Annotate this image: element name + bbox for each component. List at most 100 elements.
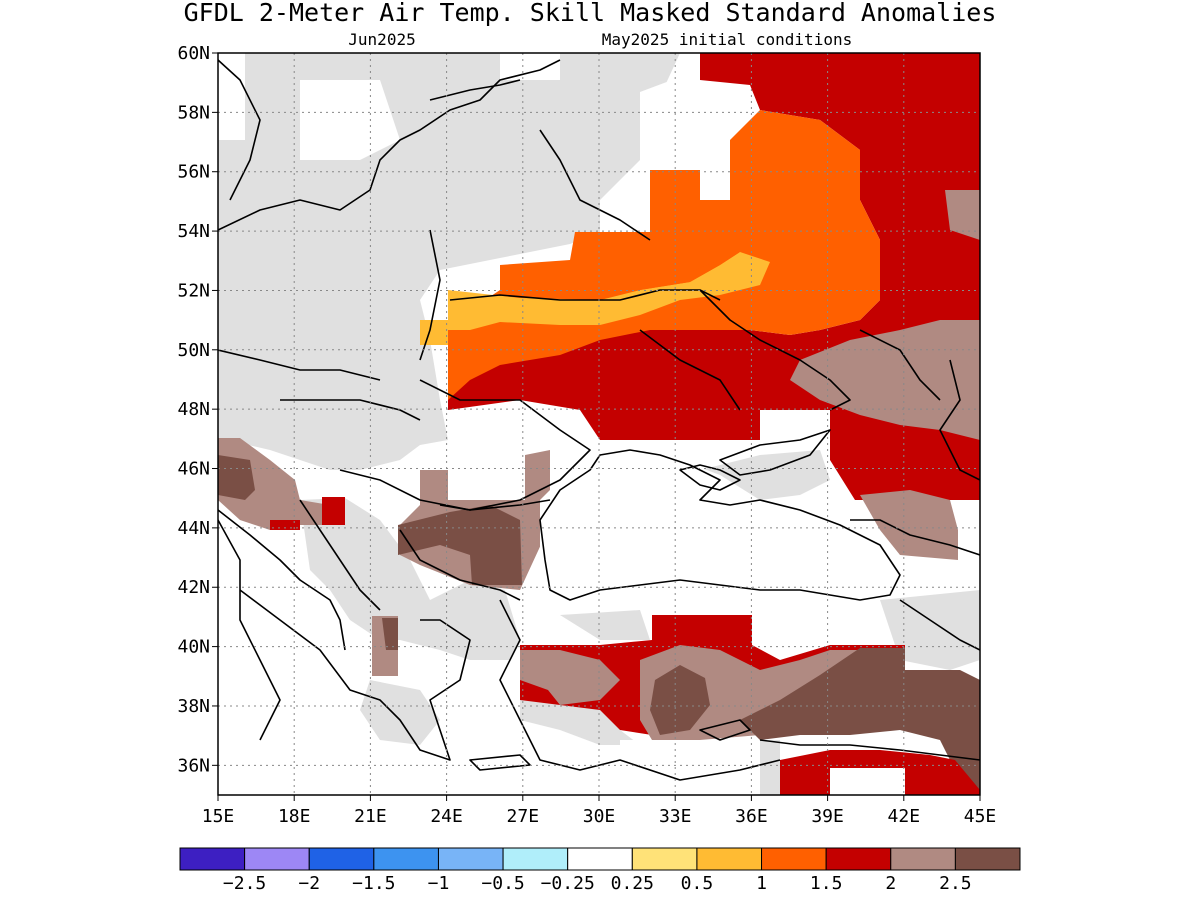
colorbar-label: 0.5 (681, 873, 714, 894)
crimea-peninsula (679, 464, 741, 491)
colorbar-label: −0.25 (541, 873, 595, 894)
colorbar-label: 2 (885, 873, 896, 894)
coastlines-borders (218, 59, 980, 781)
gridlines (218, 53, 980, 795)
white-patches (448, 440, 900, 795)
colorbar-label: 2.5 (939, 873, 972, 894)
colorbar-swatch (825, 847, 892, 871)
anomaly-region-light-orange-tip (420, 320, 448, 345)
anomaly-region-taupe-northeast (945, 190, 980, 240)
colorbar-swatch (373, 847, 439, 871)
border-russia-baltics (539, 129, 651, 241)
white-patch-romania (448, 440, 525, 495)
white-patch-black-sea (540, 455, 900, 600)
colorbar-label: 1 (756, 873, 767, 894)
border-hungary (280, 399, 421, 421)
anomaly-region-brown-east-anatolia (740, 648, 980, 795)
colorbar-label: −1 (428, 873, 450, 894)
colorbar-swatch (567, 847, 633, 871)
lon-tick-label: 21E (354, 806, 387, 827)
colorbar-swatch (179, 847, 246, 871)
border-romania (419, 379, 591, 511)
italy-coast (218, 519, 281, 741)
anomaly-region-brown-bulgaria (398, 505, 522, 585)
cyprus (699, 719, 751, 741)
border-balkans (299, 499, 381, 611)
map-plot-area (218, 53, 980, 795)
anomaly-region-orange (448, 110, 880, 400)
black-sea-coastline (539, 449, 901, 601)
lat-tick-label: 40N (177, 637, 210, 658)
dnieper-river (639, 329, 741, 411)
colorbar-swatch (308, 847, 375, 871)
border-danube (339, 469, 551, 511)
lat-tick-label: 44N (177, 518, 210, 539)
border-bulgaria (399, 529, 521, 601)
lon-tick-label: 30E (583, 806, 616, 827)
border-caucasus (850, 519, 980, 556)
initial-conditions-label: May2025 initial conditions (602, 30, 852, 49)
mask-area-balkans (300, 498, 520, 660)
lon-tick-label: 15E (202, 806, 235, 827)
anomaly-region-red-balkan-spot-2 (322, 497, 345, 525)
anomaly-region-light-orange (448, 252, 770, 330)
lat-tick-label: 50N (177, 340, 210, 361)
lon-tick-label: 18E (278, 806, 311, 827)
border-poland (419, 229, 441, 361)
border-czech-slovakia (218, 349, 381, 381)
latitude-tick-labels: 60N 58N 56N 54N 52N 50N 48N 46N 44N 42N 40N 38N 36N (177, 43, 218, 776)
volga-river (859, 329, 941, 401)
anomaly-region-orange-bridge (600, 252, 740, 300)
colorbar-label: 0.25 (611, 873, 654, 894)
anomaly-hole-southeast (830, 768, 905, 795)
lon-tick-label: 36E (735, 806, 768, 827)
anomaly-region-brown-central-anatolia (650, 665, 710, 735)
anomaly-region-red-balkan-spot (270, 520, 300, 530)
map-title: GFDL 2-Meter Air Temp. Skill Masked Stan… (184, 0, 997, 27)
mask-hole-2 (218, 53, 245, 140)
border-turkey-south (759, 739, 980, 761)
colorbar-label: −0.5 (481, 873, 524, 894)
border-turkey-east (899, 599, 980, 651)
lat-tick-label: 46N (177, 459, 210, 480)
caspian-coast (939, 359, 980, 481)
lon-tick-label: 42E (888, 806, 921, 827)
gulf-of-finland (429, 79, 521, 101)
lat-tick-label: 56N (177, 162, 210, 183)
white-patch-anatolia-edge (620, 740, 760, 795)
colorbar-label: 1.5 (810, 873, 843, 894)
anomaly-region-taupe-caucasus (860, 490, 958, 560)
anomaly-region-brown-greece (382, 618, 398, 650)
mask-hole-3 (500, 53, 560, 80)
lat-tick-label: 36N (177, 755, 210, 776)
lat-tick-label: 42N (177, 577, 210, 598)
lon-tick-label: 24E (430, 806, 463, 827)
valid-month-label: Jun2025 (348, 30, 415, 49)
colorbar-swatch (437, 847, 504, 871)
mask-area-greece (360, 680, 440, 745)
lat-tick-label: 38N (177, 696, 210, 717)
sea-of-azov (719, 429, 831, 476)
colorbar-swatch (502, 847, 569, 871)
colorbar-swatch (244, 847, 310, 871)
baltic-coast (218, 59, 561, 231)
colorbar-label: −2 (298, 873, 320, 894)
colorbar: −2.5 −2 −1.5 −1 −0.5 −0.25 0.25 0.5 1 1.5 2 2.5 (179, 847, 1021, 894)
lat-tick-label: 48N (177, 399, 210, 420)
mask-area-north-anatolia (560, 610, 650, 640)
colorbar-label: −1.5 (352, 873, 395, 894)
colorbar-label: −2.5 (223, 873, 266, 894)
border-ukraine-russia (699, 289, 851, 411)
longitude-tick-labels: 15E 18E 21E 24E 27E 30E 33E 36E 39E 42E 45E (202, 795, 996, 827)
lon-tick-label: 33E (659, 806, 692, 827)
colorbar-swatch (696, 847, 763, 871)
greece-coast (239, 589, 471, 761)
adriatic-coast (218, 509, 346, 651)
lat-tick-label: 58N (177, 102, 210, 123)
mask-hole-4 (300, 80, 400, 160)
anomaly-region-taupe-anatolia (520, 650, 620, 705)
colorbar-swatch (890, 847, 956, 871)
lat-tick-label: 60N (177, 43, 210, 64)
anomaly-region-brown-adriatic (218, 455, 255, 500)
